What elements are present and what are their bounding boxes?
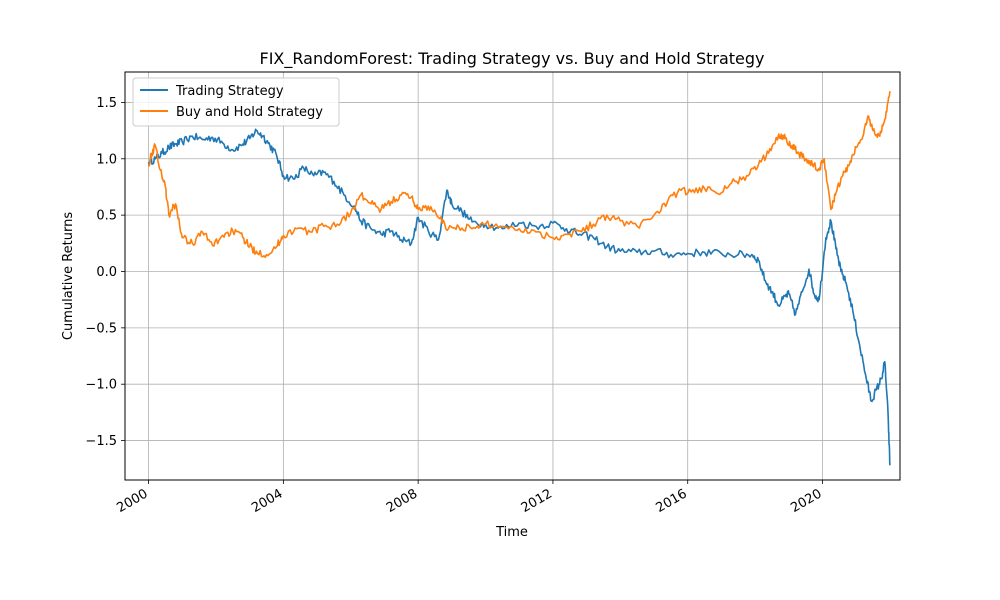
plot-frame [124, 71, 901, 481]
legend-label-buy-and-hold-strategy: Buy and Hold Strategy [176, 105, 323, 120]
y-tick-label: 0.5 [96, 209, 117, 224]
series-lines [147, 91, 891, 466]
y-tick-label: 1.5 [96, 96, 117, 111]
x-axis-label: Time [495, 525, 528, 540]
series-line-trading-strategy [147, 128, 891, 466]
legend-box [132, 77, 340, 127]
legend: Trading Strategy Buy and Hold Strategy [132, 77, 340, 127]
chart-title: FIX_RandomForest: Trading Strategy vs. B… [259, 49, 764, 69]
y-tick-label: −1.0 [85, 378, 117, 393]
y-axis-label: Cumulative Returns [61, 212, 76, 340]
y-tick-label: 0.0 [96, 265, 117, 280]
legend-label-trading-strategy: Trading Strategy [175, 84, 284, 99]
y-tick-label: −1.5 [85, 434, 117, 449]
y-tick-label: −0.5 [85, 321, 117, 336]
grid [125, 72, 900, 480]
y-tick-label: 1.0 [96, 152, 117, 167]
series-line-buy-and-hold-strategy [147, 91, 891, 259]
